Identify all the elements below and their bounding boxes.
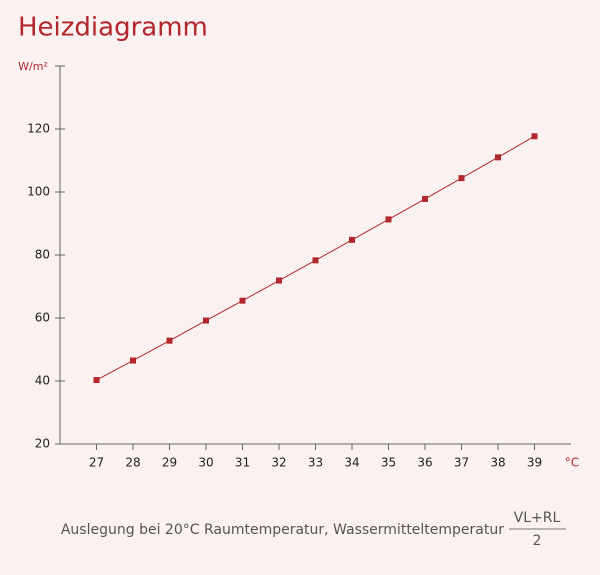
data-point <box>203 317 209 324</box>
x-tick-label: 36 <box>417 456 432 470</box>
x-tick-label: 35 <box>381 456 396 470</box>
data-point <box>349 236 355 243</box>
footnote-numerator: VL+RL <box>514 510 561 526</box>
data-point <box>385 216 392 223</box>
x-tick-label: 33 <box>308 456 323 470</box>
footnote-denominator: 2 <box>533 533 542 549</box>
data-point <box>93 377 100 384</box>
data-point <box>458 175 465 182</box>
data-point <box>531 133 538 140</box>
chart-title: Heizdiagramm <box>18 13 208 43</box>
data-point <box>312 257 319 264</box>
data-point <box>166 337 173 344</box>
x-tick-label: 29 <box>162 456 177 470</box>
data-point <box>422 195 428 202</box>
x-axis-label: °C <box>565 456 579 470</box>
data-point <box>495 154 501 161</box>
data-point <box>239 297 246 304</box>
data-point <box>130 357 136 364</box>
x-tick-label: 28 <box>125 456 140 470</box>
x-tick-label: 34 <box>344 456 359 470</box>
y-axis-label: W/m² <box>18 60 48 73</box>
y-tick-label: 60 <box>35 311 50 325</box>
y-tick-label: 80 <box>35 248 50 262</box>
x-tick-label: 37 <box>454 456 469 470</box>
x-tick-label: 31 <box>235 456 250 470</box>
x-tick-label: 32 <box>271 456 286 470</box>
y-tick-label: 40 <box>35 374 50 388</box>
footnote: Auslegung bei 20°C Raumtemperatur, Wasse… <box>61 522 504 538</box>
x-tick-label: 39 <box>527 456 542 470</box>
y-tick-label: 20 <box>35 437 50 451</box>
x-tick-label: 27 <box>89 456 104 470</box>
x-tick-label: 38 <box>490 456 505 470</box>
y-tick-label: 120 <box>27 122 50 136</box>
x-tick-label: 30 <box>198 456 213 470</box>
data-point <box>276 277 282 284</box>
y-tick-label: 100 <box>27 185 50 199</box>
